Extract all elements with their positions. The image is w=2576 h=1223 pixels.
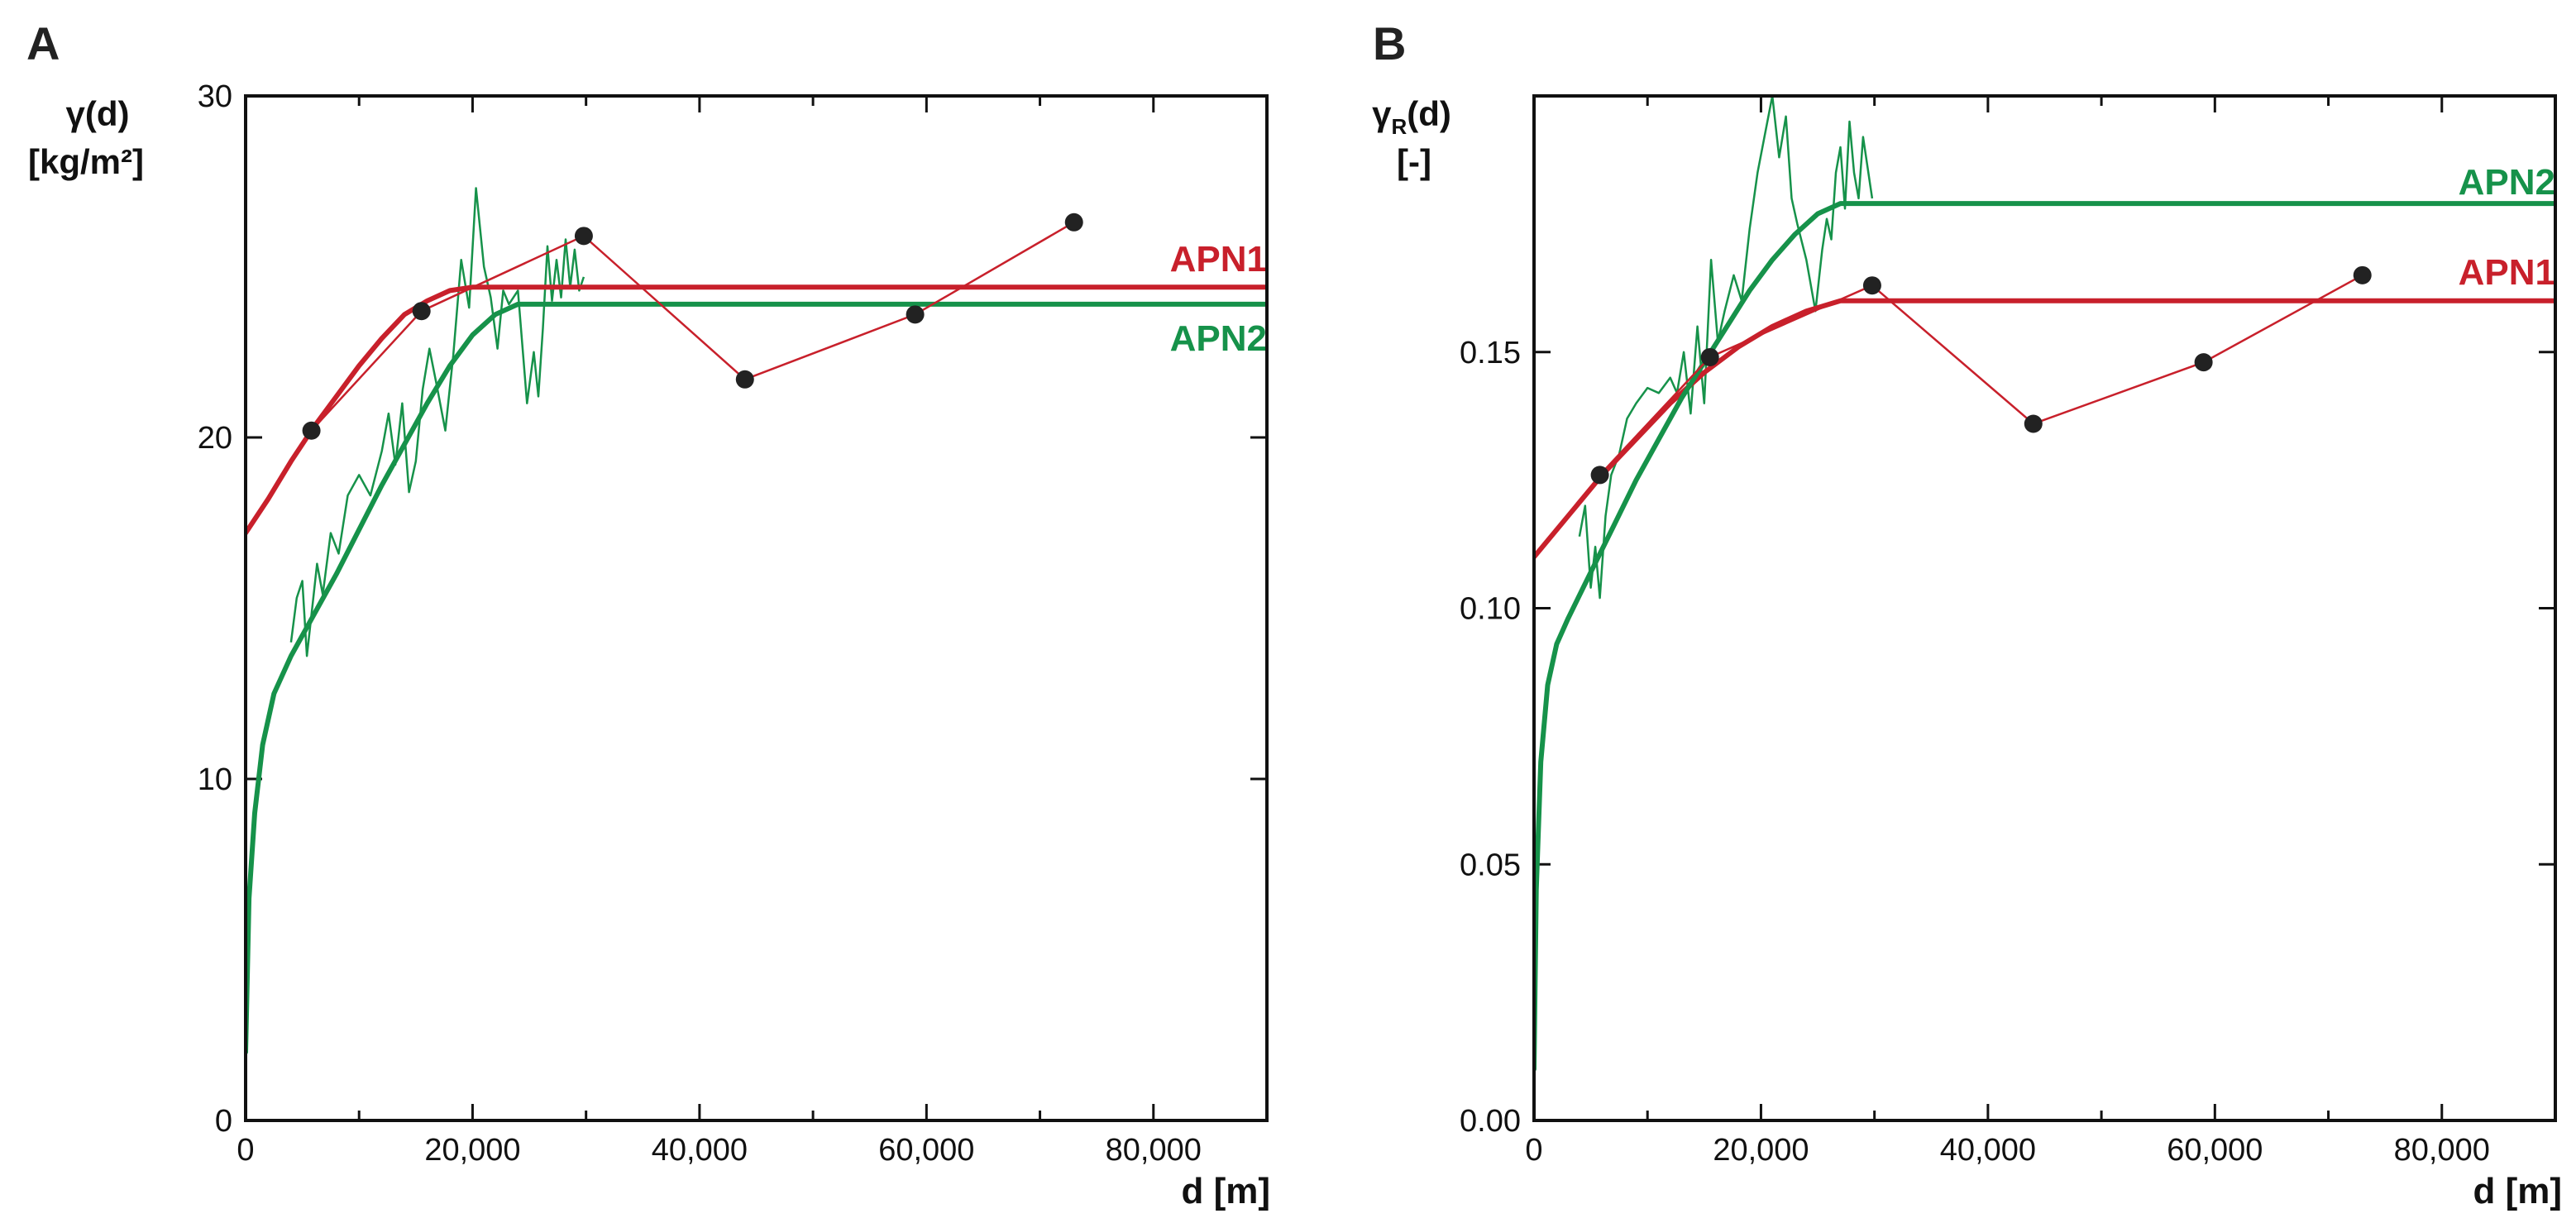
- panel-a-data-point: [906, 305, 925, 324]
- panel-a-apn2-model-line: [246, 301, 1267, 1055]
- panel-a-xtick-label: 40,000: [652, 1133, 748, 1168]
- panel-a-apn1-experimental-connector: [310, 221, 1075, 432]
- panel-a-data-point: [412, 302, 431, 321]
- panel-a-ytick-label: 10: [198, 762, 232, 797]
- panel-a-series-group: [246, 187, 1267, 1055]
- panel-a-apn1-model-line: [246, 284, 1267, 536]
- panel-a-xtick-label: 20,000: [424, 1133, 520, 1168]
- panel-a-label-apn1: APN1: [1170, 239, 1267, 279]
- panel-b-label-apn1: APN1: [2459, 252, 2555, 293]
- panel-b-data-point: [1590, 466, 1609, 485]
- panel-b-apn1-experimental-connector: [1599, 274, 2363, 476]
- panel-b-xtick-label: 40,000: [1940, 1133, 2036, 1168]
- panel-b-ylabel-sub: R: [1391, 114, 1407, 139]
- panel-a-data-point: [1064, 213, 1083, 232]
- panel-a-ylabel-line1: γ(d): [66, 94, 130, 133]
- panel-b-plot: 0 20,000 40,000 60,000 80,000 0.00 0.05 0.10 0.1…: [1460, 94, 2557, 1168]
- panel-b-data-point: [2353, 265, 2372, 284]
- panel-a-ytick-label: 30: [198, 79, 232, 114]
- panel-a-data-point: [302, 421, 321, 440]
- panel-b-xtick-label: 20,000: [1713, 1133, 1809, 1168]
- panel-b-data-point: [2194, 353, 2213, 372]
- panel-b-label-apn2: APN2: [2459, 162, 2555, 203]
- panel-a-label-apn2: APN2: [1170, 318, 1267, 359]
- panel-a-xtick-label: 0: [237, 1133, 254, 1168]
- panel-b-ytick-label: 0.05: [1460, 848, 1521, 882]
- panel-a-xtick-label: 80,000: [1106, 1133, 1202, 1168]
- panel-b-xtick-label: 60,000: [2167, 1133, 2263, 1168]
- panel-a-plot-frame: [244, 94, 1269, 1122]
- panel-b-ylabel-gamma: γ: [1372, 94, 1392, 133]
- panel-a: A γ(d) [kg/m²] d [m] 0 20,000 40,000 60,000…: [26, 17, 1270, 1211]
- panel-b-ytick-label: 0.00: [1460, 1104, 1521, 1139]
- panel-b-plot-frame: [1532, 94, 2557, 1122]
- panel-a-ytick-label: 20: [198, 421, 232, 456]
- panel-a-data-point: [735, 370, 754, 389]
- panel-b-data-point: [1862, 276, 1881, 295]
- panel-b-ytick-label: 0.10: [1460, 592, 1521, 627]
- panel-a-xlabel: d [m]: [1181, 1171, 1270, 1211]
- panel-b-ylabel-line1: γR(d): [1372, 94, 1451, 139]
- panel-a-letter: A: [26, 17, 60, 69]
- panel-b-ylabel-d: (d): [1407, 94, 1451, 133]
- panel-a-data-point: [574, 227, 593, 246]
- panel-a-ytick-label: 0: [215, 1104, 232, 1139]
- panel-a-plot: 0 20,000 40,000 60,000 80,000 0 10 20 30 APN1 APN2: [198, 79, 1269, 1168]
- panel-b-ylabel-line2: [-]: [1397, 142, 1431, 181]
- panel-b-apn2-model-line: [1534, 201, 2555, 1072]
- panel-b-ytick-label: 0.15: [1460, 336, 1521, 370]
- panel-a-xtick-label: 60,000: [878, 1133, 974, 1168]
- panel-b-data-point: [1700, 347, 1719, 366]
- panel-b-xtick-label: 80,000: [2394, 1133, 2490, 1168]
- panel-b: B γR(d) [-] d [m] 0 20,000 40,000 60,000 80,…: [1372, 17, 2562, 1211]
- panel-b-xtick-label: 0: [1525, 1133, 1542, 1168]
- panel-b-apn1-model-line: [1534, 298, 2555, 560]
- panel-b-apn2-experimental-line: [1578, 96, 1874, 600]
- panel-a-ylabel-line2: [kg/m²]: [28, 142, 144, 181]
- panel-b-xlabel: d [m]: [2473, 1171, 2562, 1211]
- panel-b-series-group: [1534, 96, 2555, 1072]
- panel-a-apn2-experimental-line: [289, 187, 585, 657]
- panel-b-data-point: [2024, 414, 2043, 433]
- panel-b-letter: B: [1373, 17, 1406, 69]
